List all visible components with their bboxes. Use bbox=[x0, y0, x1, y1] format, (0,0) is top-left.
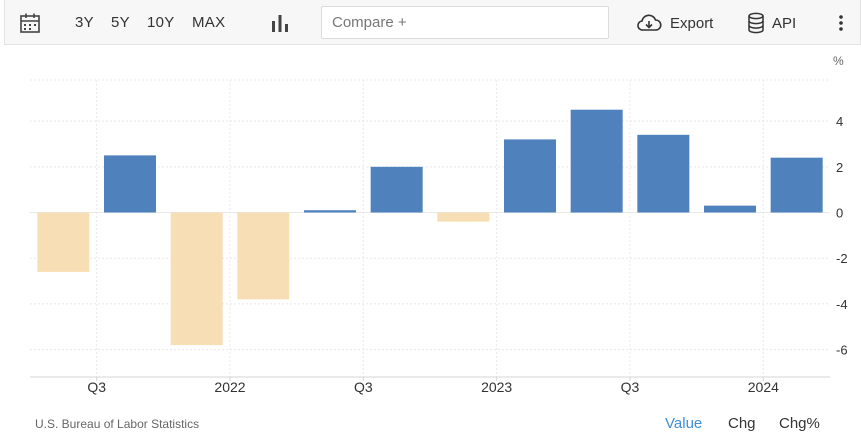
mode-chg-button[interactable]: Chg bbox=[728, 415, 756, 432]
database-icon bbox=[748, 12, 764, 34]
calendar-icon[interactable] bbox=[19, 12, 41, 34]
y-tick-label: -6 bbox=[836, 343, 848, 358]
x-tick-label: Q3 bbox=[354, 379, 373, 395]
y-tick-label: -2 bbox=[836, 251, 848, 266]
bar-chart-icon[interactable] bbox=[271, 13, 289, 33]
bar[interactable] bbox=[370, 166, 423, 213]
bar[interactable] bbox=[104, 155, 156, 213]
cloud-download-icon bbox=[637, 14, 662, 31]
mode-value-button[interactable]: Value bbox=[665, 415, 703, 432]
chart-toolbar: 3Y 5Y 10Y MAX Export API bbox=[4, 0, 861, 45]
export-button[interactable]: Export bbox=[636, 11, 713, 35]
compare-input[interactable] bbox=[321, 6, 609, 39]
bar[interactable] bbox=[170, 212, 223, 346]
range-5y-button[interactable]: 5Y bbox=[111, 14, 130, 31]
api-button[interactable]: API bbox=[747, 11, 796, 35]
y-tick-label: -4 bbox=[836, 297, 848, 312]
source-label: U.S. Bureau of Labor Statistics bbox=[35, 417, 200, 431]
range-max-button[interactable]: MAX bbox=[192, 14, 226, 31]
x-tick-label: Q3 bbox=[87, 379, 106, 395]
bar[interactable] bbox=[237, 212, 290, 300]
bar[interactable] bbox=[570, 109, 623, 213]
bar[interactable] bbox=[304, 210, 356, 213]
bar[interactable] bbox=[37, 212, 90, 272]
axes: -6 -4 -2 0 2 4 Q3 2022 Q3 2023 Q3 2024 bbox=[30, 114, 848, 395]
unit-label: % bbox=[833, 54, 844, 68]
grid-lines bbox=[30, 79, 830, 377]
x-tick-label: 2023 bbox=[481, 379, 512, 395]
range-10y-button[interactable]: 10Y bbox=[147, 14, 175, 31]
export-label: Export bbox=[670, 14, 714, 32]
api-label: API bbox=[772, 14, 797, 32]
y-tick-label: 4 bbox=[836, 114, 843, 129]
bar[interactable] bbox=[704, 205, 756, 213]
x-tick-label: 2024 bbox=[748, 379, 779, 395]
bar[interactable] bbox=[637, 134, 690, 213]
x-tick-label: 2022 bbox=[214, 379, 245, 395]
mode-chg-percent-button[interactable]: Chg% bbox=[779, 415, 820, 432]
y-tick-label: 2 bbox=[836, 160, 843, 175]
y-tick-label: 0 bbox=[836, 206, 843, 221]
range-3y-button[interactable]: 3Y bbox=[75, 14, 94, 31]
bars bbox=[37, 109, 823, 346]
bar[interactable] bbox=[437, 212, 490, 222]
x-tick-label: Q3 bbox=[621, 379, 640, 395]
bar[interactable] bbox=[504, 139, 556, 213]
bar[interactable] bbox=[770, 157, 823, 213]
more-vertical-icon[interactable] bbox=[835, 13, 847, 33]
